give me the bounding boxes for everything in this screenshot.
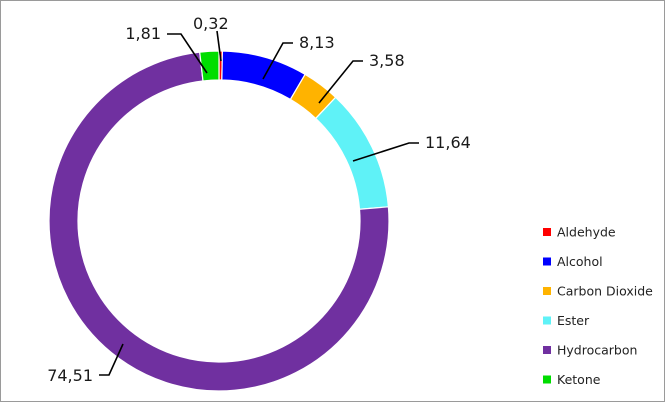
leader-line-hydrocarbon: [99, 343, 124, 376]
legend-label-carbon-dioxide: Carbon Dioxide: [557, 284, 653, 299]
data-labels: 0,32 8,13 3,58 11,64 74,51 1,81: [47, 14, 471, 385]
leader-line-ester: [352, 142, 419, 162]
legend-swatch-alcohol: [543, 257, 551, 266]
leader-line-ketone: [167, 33, 208, 74]
leader-line-carbon-dioxide: [318, 60, 363, 104]
legend-label-ketone: Ketone: [557, 372, 601, 387]
legend-swatch-hydrocarbon: [543, 346, 551, 354]
data-label-ester: 11,64: [425, 133, 471, 152]
legend-swatch-ester: [543, 316, 551, 325]
data-label-alcohol: 8,13: [299, 33, 335, 52]
legend-label-alcohol: Alcohol: [557, 254, 603, 269]
slice-ketone: [199, 50, 220, 82]
data-label-hydrocarbon: 74,51: [47, 366, 93, 385]
leader-lines: [99, 30, 419, 376]
legend: Aldehyde Alcohol Carbon Dioxide Ester Hydroc…: [543, 225, 653, 387]
slice-alcohol: [221, 50, 306, 101]
legend-swatch-carbon-dioxide: [543, 287, 551, 295]
legend-swatch-aldehyde: [543, 228, 551, 236]
legend-swatch-ketone: [543, 375, 551, 384]
data-label-aldehyde: 0,32: [193, 14, 229, 33]
leader-line-alcohol: [262, 42, 293, 80]
data-label-ketone: 1,81: [125, 24, 161, 43]
legend-label-aldehyde: Aldehyde: [557, 225, 616, 240]
legend-label-hydrocarbon: Hydrocarbon: [557, 343, 637, 358]
data-label-carbon-dioxide: 3,58: [369, 51, 405, 70]
slice-hydrocarbon: [48, 51, 390, 392]
legend-label-ester: Ester: [557, 313, 590, 328]
leader-line-aldehyde: [216, 30, 222, 62]
donut-slices: [48, 50, 390, 392]
